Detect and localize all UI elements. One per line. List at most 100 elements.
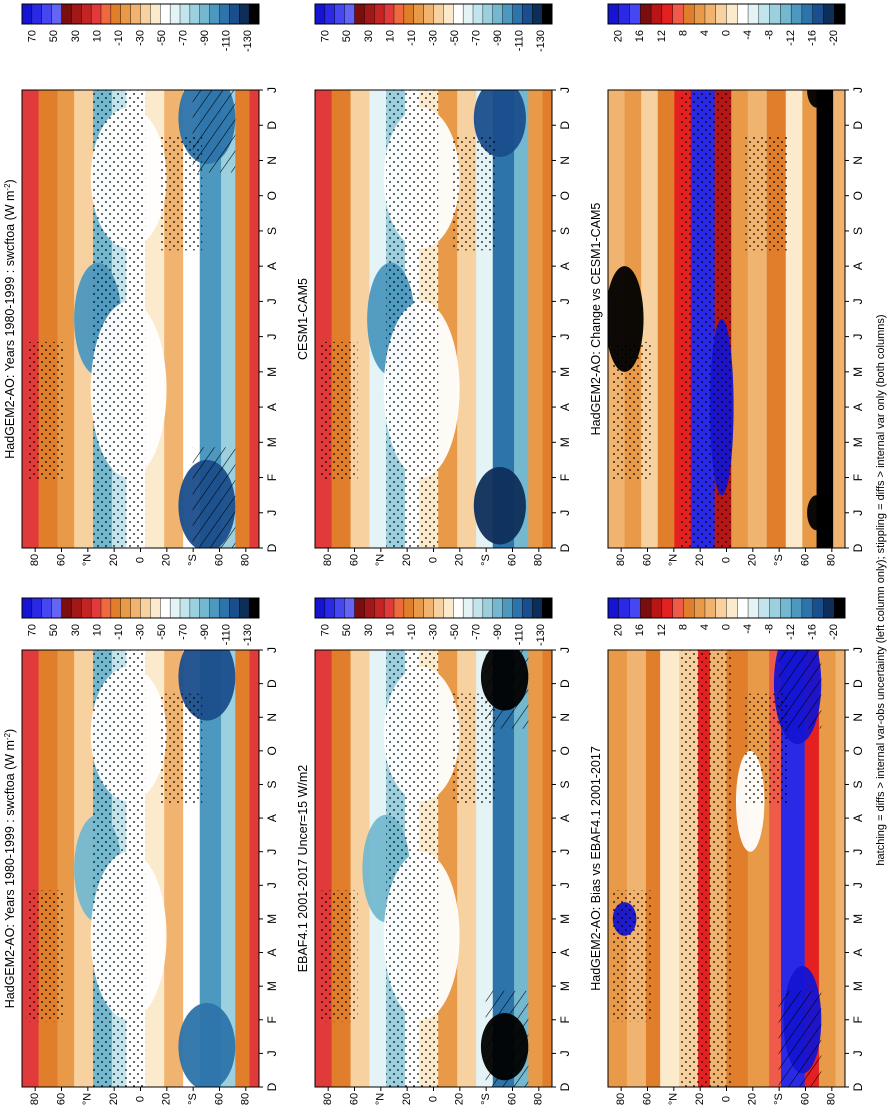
lat-band	[542, 650, 552, 1087]
month-tick-label: J	[265, 882, 279, 888]
hatch-region	[192, 447, 236, 548]
stipple-region	[26, 341, 65, 480]
colorbar-swatch	[41, 3, 53, 25]
lat-band	[542, 90, 552, 548]
month-tick-label: J	[851, 510, 865, 516]
colorbar-swatch	[354, 3, 365, 25]
hatch-region	[485, 650, 529, 729]
colorbar-swatch	[130, 597, 142, 619]
colorbar-swatch	[453, 597, 464, 619]
lat-band	[492, 90, 515, 548]
colorbar-frame	[607, 3, 846, 25]
colorbar-label: -8	[763, 30, 775, 40]
colorbar-label: 0	[720, 624, 732, 630]
colorbar-label: -10	[406, 30, 418, 46]
colorbar-label: -50	[156, 30, 168, 46]
panel-title: HadGEM2-AO: Years 1980-1999 : swcftoa (W…	[3, 179, 18, 458]
month-tick-label: O	[558, 191, 572, 200]
lat-band	[645, 650, 661, 1087]
colorbar-swatch	[41, 597, 53, 619]
month-tick-label: M	[558, 437, 572, 447]
month-tick-label: O	[558, 746, 572, 755]
lat-band	[626, 650, 647, 1087]
colorbar-swatch	[629, 3, 641, 25]
colorbar-swatch	[683, 597, 695, 619]
lat-band	[492, 650, 515, 1087]
colorbar-swatch	[618, 597, 631, 619]
month-tick-label: S	[851, 780, 865, 788]
colorbar-swatch	[314, 597, 326, 619]
panel-title: HadGEM2-AO: Change vs CESM1-CAM5	[589, 203, 603, 436]
month-tick-label: A	[851, 949, 865, 957]
colorbar-swatch	[650, 3, 663, 25]
colorbar-label: -12	[785, 624, 797, 640]
colorbar-swatch	[31, 597, 43, 619]
month-tick-label: N	[558, 156, 572, 165]
lat-band	[731, 90, 749, 548]
colorbar-label: -50	[156, 624, 168, 640]
colorbar-label: 4	[699, 30, 711, 36]
lat-band	[221, 90, 236, 548]
colorbar-label: 10	[91, 624, 103, 636]
colorbar-label: 16	[634, 624, 646, 636]
lat-band	[514, 90, 529, 548]
colorbar-swatch	[229, 3, 240, 25]
panel-6: D J F M A M J J A S O N D J 80 60 °N 20 0 20 °S 60 80 HadGEM2-A…	[589, 87, 865, 566]
colorbar-label: -50	[449, 30, 461, 46]
lat-tick-label: 80	[533, 554, 545, 566]
colorbar-frame	[21, 3, 260, 25]
colorbar-swatch	[334, 3, 346, 25]
stipple-region	[159, 693, 203, 803]
colorbar-label: -70	[177, 624, 189, 640]
month-tick-label: J	[265, 298, 279, 304]
panel-title-close: )	[3, 729, 17, 733]
colorbar-label: -20	[828, 624, 840, 640]
colorbar-swatch	[801, 3, 814, 25]
colorbar-frame	[21, 597, 260, 619]
colorbar-swatch	[248, 3, 260, 25]
month-tick-label: J	[851, 298, 865, 304]
month-tick-label: O	[851, 191, 865, 200]
colorbar-label: -110	[221, 30, 233, 51]
lat-tick-label: °S	[480, 1093, 492, 1105]
colorbar-swatch	[383, 597, 395, 619]
stipple-region	[386, 650, 439, 1087]
lat-tick-label: 20	[108, 1093, 120, 1105]
lat-tick-label: 0	[427, 1096, 439, 1102]
stipple-region	[26, 890, 65, 1022]
colorbar-swatch	[769, 3, 781, 25]
panel-plot-area	[608, 90, 845, 548]
lat-tick-label: 80	[615, 554, 627, 566]
colorbar-label: 10	[91, 30, 103, 42]
colorbar-swatch	[179, 3, 191, 25]
lat-band	[315, 650, 333, 1087]
colorbar-swatch	[747, 3, 760, 25]
colorbar-label: 20	[613, 30, 625, 42]
month-tick-label: M	[265, 981, 279, 991]
colorbar-swatch	[150, 597, 161, 619]
colorbar-label: -16	[807, 624, 819, 640]
colorbar-swatch	[239, 597, 250, 619]
lat-tick-label: 60	[55, 554, 67, 566]
colorbar-label: 70	[27, 30, 39, 42]
colorbar-swatch	[693, 597, 706, 619]
colorbar-swatch	[344, 3, 356, 25]
colorbar-label: 10	[384, 624, 396, 636]
lat-tick-label: 60	[55, 1093, 67, 1105]
colorbar-swatch	[344, 597, 356, 619]
month-tick-label: A	[558, 949, 572, 957]
colorbar-swatch	[812, 3, 824, 25]
colorbar-label: 50	[48, 624, 60, 636]
colorbar-swatch	[160, 597, 171, 619]
colorbar-swatch	[71, 597, 82, 619]
colorbar-swatch	[61, 597, 72, 619]
footnote: hatching = diffs > internal var-obs unce…	[875, 314, 887, 865]
colorbar-swatch	[747, 597, 760, 619]
colorbar-label: -70	[470, 624, 482, 640]
month-tick-label: M	[265, 367, 279, 377]
month-tick-label: M	[265, 914, 279, 924]
colorbar-label: 12	[656, 30, 668, 42]
colorbar-label: 70	[320, 624, 332, 636]
lat-band	[199, 650, 222, 1087]
